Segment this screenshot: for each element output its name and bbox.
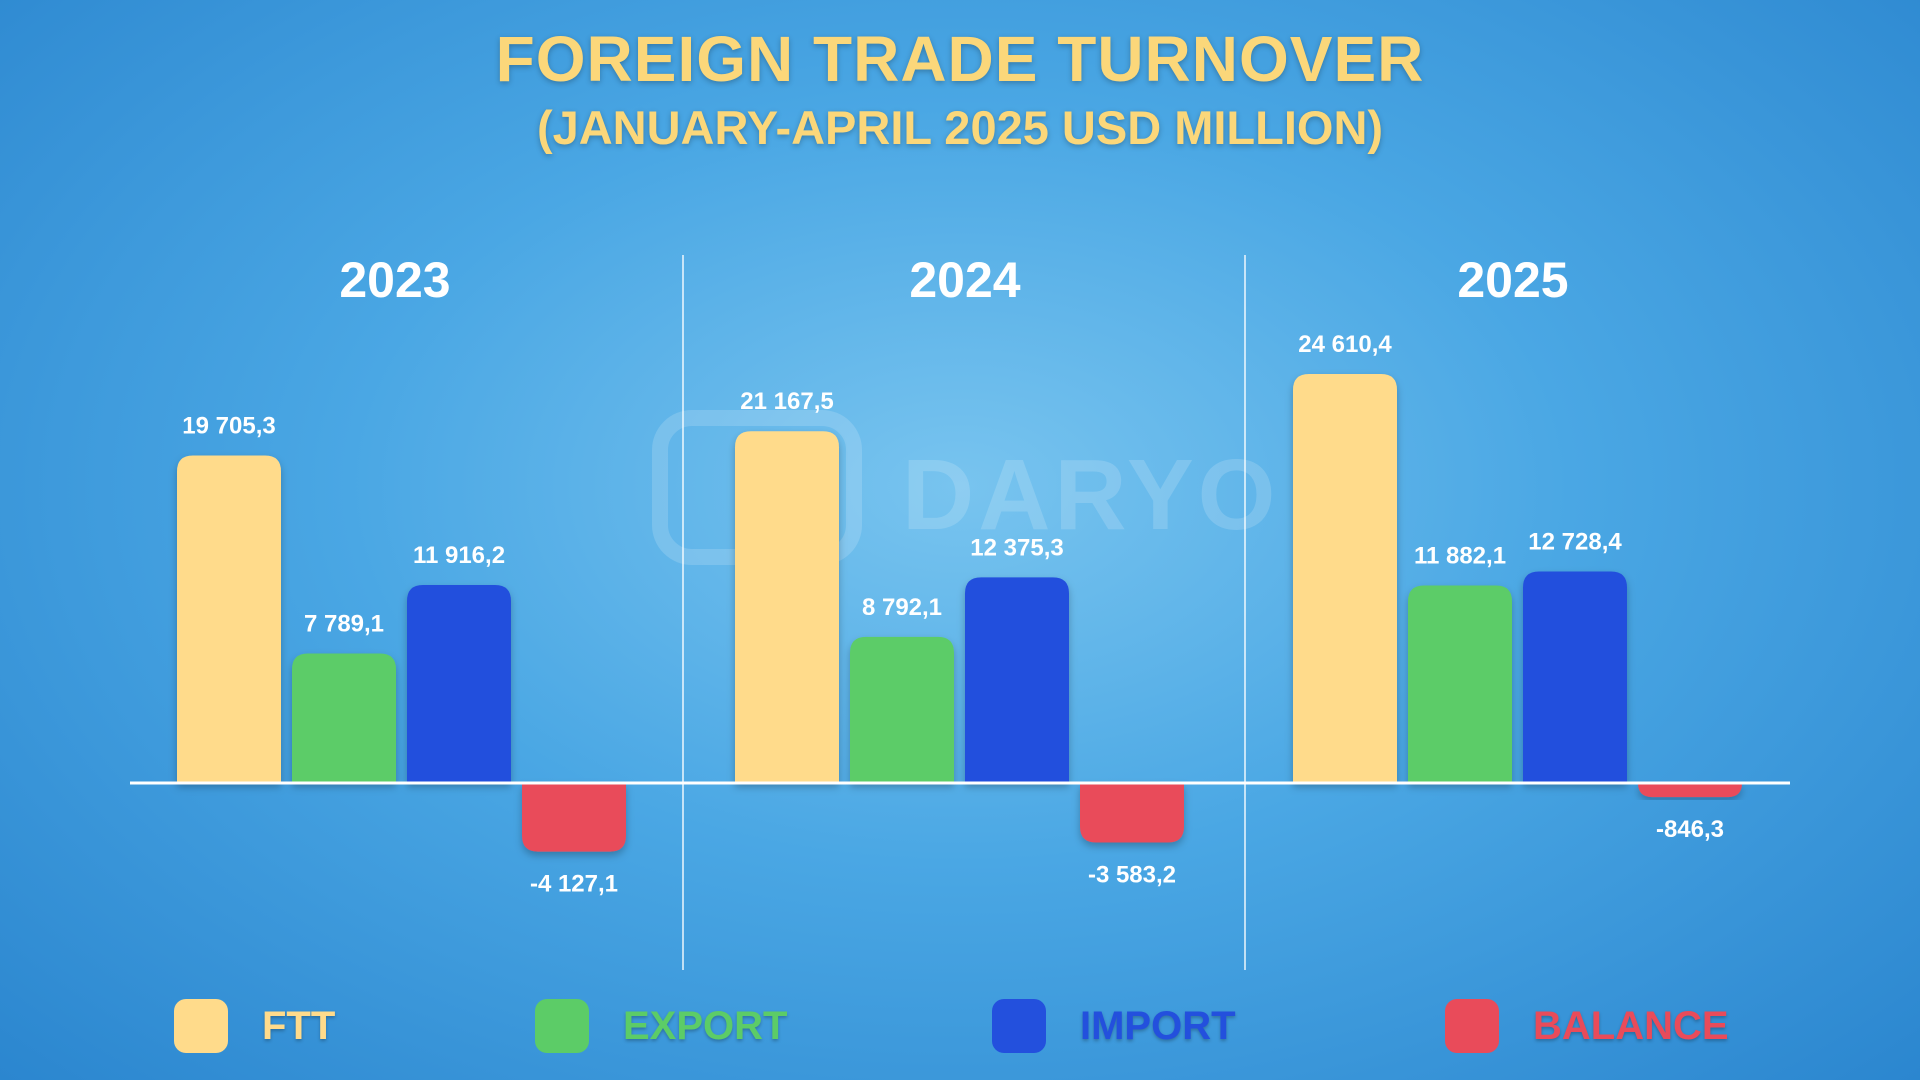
bar-balance-2023 <box>522 783 626 852</box>
bar-export-2024 <box>850 636 954 783</box>
chart-subtitle: (JANUARY-APRIL 2025 USD MILLION) <box>536 101 1384 154</box>
legend-item-ftt: FTT <box>174 998 335 1054</box>
bar-import-2023 <box>407 584 511 783</box>
data-label-balance-2023: -4 127,1 <box>530 871 618 898</box>
legend-item-import: IMPORT <box>992 998 1236 1054</box>
watermark-text: DARYO <box>902 439 1280 551</box>
data-label-ftt-2023: 19 705,3 <box>182 412 275 439</box>
data-label-import-2024: 12 375,3 <box>970 534 1063 561</box>
bar-import-2025 <box>1523 571 1627 783</box>
bar-ftt-2024 <box>735 431 839 783</box>
data-label-export-2025: 11 882,1 <box>1414 543 1506 570</box>
bar-balance-2024 <box>1080 783 1184 843</box>
legend-swatch-export <box>535 999 589 1053</box>
bar-import-2024 <box>965 577 1069 783</box>
data-label-ftt-2024: 21 167,5 <box>740 388 833 415</box>
chart-title: FOREIGN TRADE TURNOVER <box>495 23 1425 95</box>
watermark-logo: DARYO <box>652 410 1275 570</box>
data-label-balance-2024: -3 583,2 <box>1088 862 1176 889</box>
data-label-ftt-2025: 24 610,4 <box>1298 331 1392 358</box>
legend-label-balance: BALANCE <box>1533 1003 1729 1048</box>
year-label-2025: 2025 <box>1457 252 1568 308</box>
bar-balance-2025 <box>1638 783 1742 798</box>
legend-label-export: EXPORT <box>623 1003 788 1048</box>
data-label-export-2024: 8 792,1 <box>862 594 942 621</box>
legend-swatch-ftt <box>174 999 228 1053</box>
legend-item-balance: BALANCE <box>1445 998 1729 1054</box>
bar-ftt-2025 <box>1293 373 1397 783</box>
year-label-2023: 2023 <box>339 252 450 308</box>
bar-export-2023 <box>292 653 396 783</box>
legend-swatch-import <box>992 999 1046 1053</box>
bar-ftt-2023 <box>177 455 281 783</box>
legend-label-import: IMPORT <box>1080 1003 1236 1048</box>
legend-swatch-balance <box>1445 999 1499 1053</box>
data-label-import-2023: 11 916,2 <box>413 542 505 569</box>
legend-label-ftt: FTT <box>262 1003 336 1048</box>
data-label-balance-2025: -846,3 <box>1656 816 1724 843</box>
data-label-export-2023: 7 789,1 <box>304 611 384 638</box>
bar-export-2025 <box>1408 585 1512 783</box>
year-label-2024: 2024 <box>909 252 1020 308</box>
data-label-import-2025: 12 728,4 <box>1528 528 1622 555</box>
legend-item-export: EXPORT <box>535 998 787 1054</box>
